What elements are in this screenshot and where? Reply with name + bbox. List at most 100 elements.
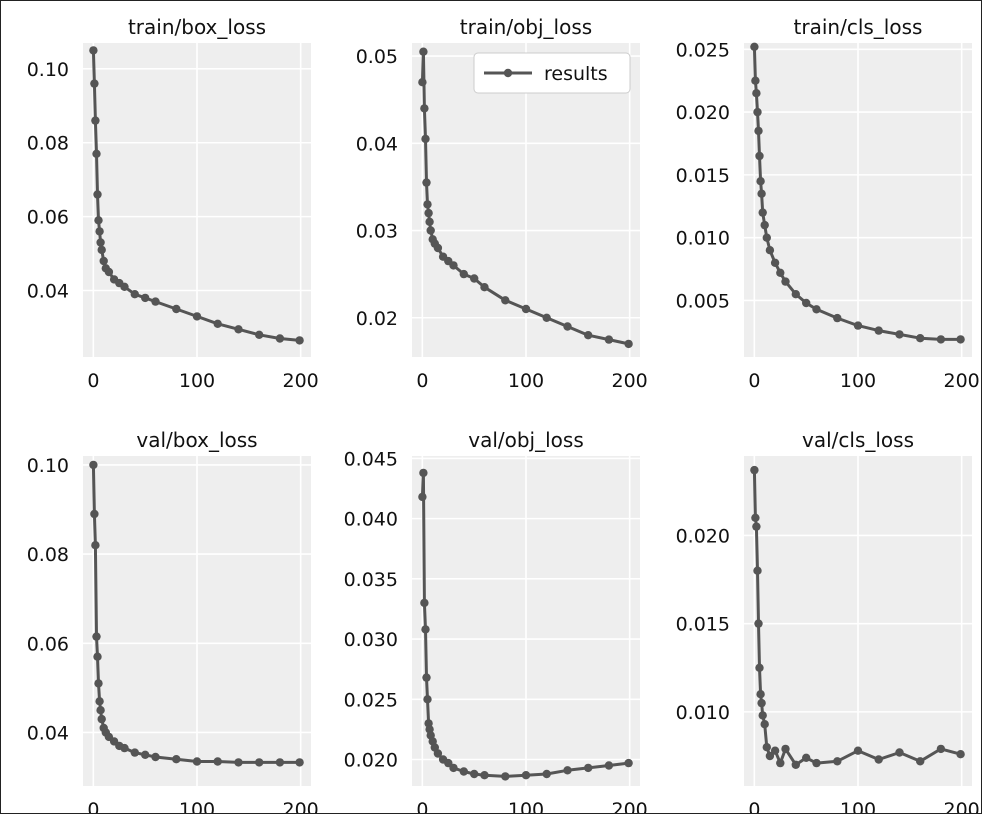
data-point (916, 757, 925, 766)
data-point (192, 757, 202, 766)
y-tick-label: 0.015 (676, 614, 730, 636)
x-tick-label: 0 (748, 799, 760, 813)
y-tick-label: 0.08 (27, 544, 69, 566)
data-point (93, 190, 102, 199)
subplot-title: val/obj_loss (468, 428, 584, 452)
data-point (425, 217, 434, 226)
legend-marker (503, 68, 513, 78)
data-point (120, 743, 129, 753)
y-tick-label: 0.10 (27, 59, 69, 81)
y-tick-label: 0.04 (27, 281, 69, 303)
data-point (758, 208, 767, 217)
data-point (754, 619, 763, 628)
data-point (295, 336, 304, 345)
data-point (563, 766, 572, 775)
data-point (874, 755, 883, 764)
data-point (192, 312, 202, 321)
data-point (420, 104, 429, 113)
y-tick-label: 0.010 (676, 702, 730, 724)
subplot-title: train/box_loss (128, 15, 266, 39)
data-point (754, 126, 763, 136)
data-point (758, 711, 767, 720)
data-point (420, 598, 429, 608)
data-point (750, 42, 759, 51)
data-point (95, 227, 104, 236)
data-point (141, 293, 150, 303)
data-point (433, 749, 443, 758)
data-point (275, 758, 285, 767)
data-point (756, 690, 765, 699)
x-tick-label: 0 (416, 370, 428, 392)
data-point (956, 335, 965, 344)
y-tick-label: 0.045 (344, 448, 398, 470)
data-point (812, 758, 821, 768)
y-tick-label: 0.025 (344, 689, 398, 711)
data-point (812, 305, 821, 314)
x-tick-label: 0 (87, 370, 99, 392)
y-tick-label: 0.040 (344, 509, 398, 531)
legend-label: results (544, 63, 608, 85)
y-tick-label: 0.035 (344, 569, 398, 591)
data-point (501, 772, 510, 781)
data-point (95, 697, 104, 706)
data-point (130, 748, 139, 757)
data-point (501, 296, 510, 305)
y-tick-label: 0.06 (27, 207, 69, 229)
data-point (956, 750, 965, 759)
data-point (418, 78, 427, 87)
data-point (141, 750, 150, 759)
data-point (936, 744, 946, 754)
x-tick-label: 100 (840, 370, 876, 392)
subplot-title: train/obj_loss (460, 15, 592, 39)
y-tick-label: 0.020 (676, 525, 730, 547)
data-point (275, 334, 285, 343)
data-point (99, 256, 108, 266)
data-point (295, 758, 304, 767)
y-tick-label: 0.030 (344, 629, 398, 651)
data-point (895, 330, 904, 339)
y-tick-label: 0.02 (356, 308, 398, 330)
y-tick-label: 0.08 (27, 133, 69, 155)
subplot-4: 0 100 200 0.04 0.06 0.08 0.10 val/box_loss (27, 428, 319, 813)
data-point (584, 331, 593, 340)
data-point (753, 566, 762, 575)
data-point (604, 761, 614, 770)
data-point (94, 216, 103, 225)
data-point (96, 238, 105, 247)
data-point (802, 753, 811, 762)
data-point (423, 200, 432, 209)
data-point (97, 714, 106, 724)
data-point (480, 771, 489, 780)
data-point (480, 283, 489, 292)
data-point (765, 751, 775, 761)
legend-box (473, 52, 631, 94)
data-point (752, 89, 761, 98)
data-point (104, 267, 114, 277)
x-tick-label: 0 (416, 799, 428, 813)
data-point (753, 107, 762, 117)
data-point (833, 757, 842, 766)
x-tick-label: 200 (944, 370, 980, 392)
y-tick-label: 0.03 (356, 221, 398, 243)
data-point (604, 335, 614, 344)
data-point (765, 246, 775, 255)
data-point (624, 339, 633, 349)
x-tick-label: 0 (87, 799, 99, 813)
data-point (521, 304, 531, 314)
y-tick-label: 0.10 (27, 455, 69, 477)
y-tick-label: 0.06 (27, 633, 69, 655)
data-point (760, 720, 769, 729)
data-point (90, 79, 99, 88)
data-point (91, 541, 100, 550)
data-point (151, 752, 160, 762)
x-tick-label: 200 (612, 799, 648, 813)
subplot-title: train/cls_loss (794, 15, 923, 39)
data-point (234, 325, 243, 334)
x-tick-label: 0 (748, 370, 760, 392)
data-point (151, 297, 160, 306)
data-point (449, 763, 458, 773)
data-point (459, 269, 468, 279)
x-tick-label: 100 (179, 370, 215, 392)
data-point (130, 290, 139, 299)
data-point (422, 673, 431, 682)
